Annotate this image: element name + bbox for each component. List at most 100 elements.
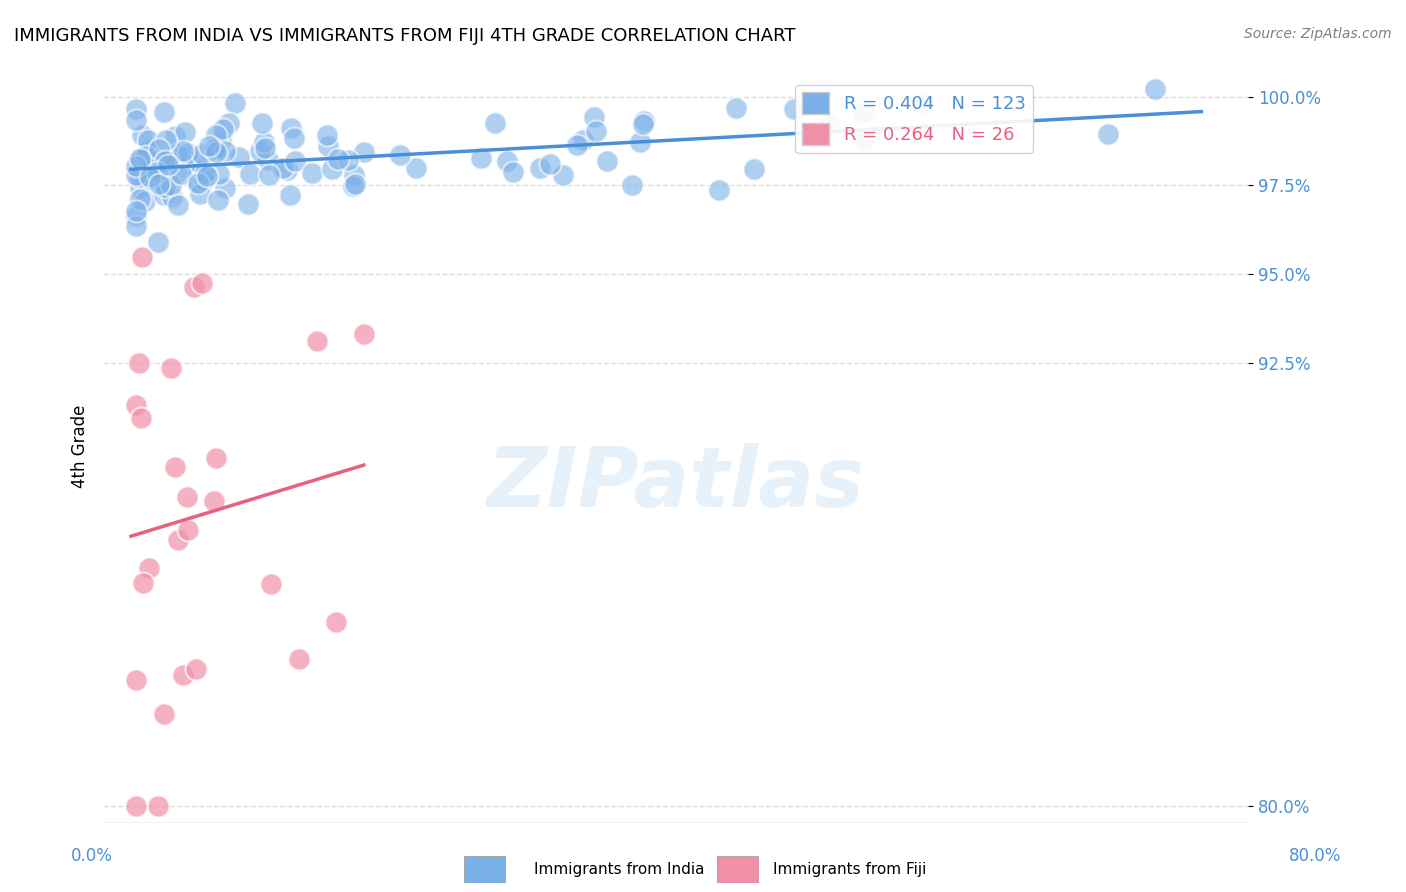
Point xyxy=(343,168,366,182)
Point xyxy=(565,137,588,152)
Point xyxy=(253,135,276,149)
Point xyxy=(208,167,231,181)
Point xyxy=(187,154,209,169)
Point xyxy=(280,121,302,136)
Point xyxy=(585,123,607,137)
Point xyxy=(353,326,375,341)
Point xyxy=(155,133,177,147)
Point xyxy=(301,166,323,180)
Point xyxy=(156,152,179,166)
Point xyxy=(283,131,305,145)
Point xyxy=(153,154,176,169)
Point xyxy=(202,142,225,156)
Point xyxy=(204,128,226,142)
Point xyxy=(191,147,214,161)
Point xyxy=(174,125,197,139)
Point xyxy=(177,145,200,160)
Point xyxy=(307,334,329,348)
Point xyxy=(538,157,561,171)
Point xyxy=(125,168,148,182)
Point xyxy=(529,161,551,175)
Point xyxy=(325,615,347,629)
Point xyxy=(125,398,148,412)
Point xyxy=(631,117,654,131)
Point xyxy=(496,154,519,169)
Point xyxy=(633,114,655,128)
Point xyxy=(326,152,349,166)
Point xyxy=(156,153,179,167)
Point xyxy=(502,165,524,179)
Point xyxy=(173,151,195,165)
Point xyxy=(214,180,236,194)
Text: Source: ZipAtlas.com: Source: ZipAtlas.com xyxy=(1244,27,1392,41)
Point xyxy=(205,451,228,466)
Point xyxy=(129,152,152,166)
Point xyxy=(388,148,411,162)
Text: ZIPatlas: ZIPatlas xyxy=(486,443,865,524)
Point xyxy=(276,162,298,177)
Point xyxy=(321,162,343,177)
Text: Immigrants from Fiji: Immigrants from Fiji xyxy=(773,863,927,877)
Point xyxy=(193,173,215,187)
Point xyxy=(250,116,273,130)
Point xyxy=(170,167,193,181)
Point xyxy=(131,250,153,264)
Point xyxy=(146,165,169,179)
Legend: R = 0.404   N = 123, R = 0.264   N = 26: R = 0.404 N = 123, R = 0.264 N = 26 xyxy=(794,85,1033,153)
Point xyxy=(187,176,209,190)
Point xyxy=(197,139,219,153)
Point xyxy=(818,118,841,132)
Y-axis label: 4th Grade: 4th Grade xyxy=(72,404,89,488)
Point xyxy=(316,128,339,142)
Point xyxy=(484,116,506,130)
Point xyxy=(211,121,233,136)
Point xyxy=(166,147,188,161)
Point xyxy=(725,101,748,115)
Point xyxy=(202,494,225,508)
Point xyxy=(148,178,170,192)
Point xyxy=(620,178,643,193)
Point xyxy=(214,144,236,158)
Point xyxy=(163,459,186,474)
Point xyxy=(1097,128,1119,142)
Point xyxy=(337,153,360,168)
Point xyxy=(125,209,148,223)
Point xyxy=(254,141,277,155)
Point xyxy=(160,361,183,376)
Point xyxy=(596,154,619,169)
Point xyxy=(125,159,148,173)
Point xyxy=(148,142,170,156)
Point xyxy=(153,166,176,180)
Point xyxy=(553,168,575,182)
Point xyxy=(194,166,217,180)
Point xyxy=(344,177,367,191)
Text: 80.0%: 80.0% xyxy=(1288,847,1341,865)
Point xyxy=(128,355,150,369)
Point xyxy=(157,153,180,168)
Point xyxy=(249,145,271,159)
Point xyxy=(172,145,194,159)
Point xyxy=(742,161,765,176)
Point xyxy=(132,576,155,591)
Point xyxy=(143,170,166,185)
Point xyxy=(165,166,187,180)
Point xyxy=(160,190,183,204)
FancyBboxPatch shape xyxy=(464,856,506,883)
Point xyxy=(259,169,281,183)
Point xyxy=(405,161,427,175)
Text: 0.0%: 0.0% xyxy=(70,847,112,865)
Point xyxy=(852,131,875,145)
Point xyxy=(141,169,163,183)
Point xyxy=(852,105,875,120)
Point xyxy=(224,96,246,111)
Point xyxy=(911,96,934,111)
Point xyxy=(176,490,198,504)
Point xyxy=(342,178,364,193)
Point xyxy=(146,235,169,249)
Point xyxy=(228,150,250,164)
Point xyxy=(207,194,229,208)
Point xyxy=(125,204,148,219)
Point xyxy=(148,798,170,813)
Point xyxy=(153,180,176,194)
Point xyxy=(353,145,375,159)
